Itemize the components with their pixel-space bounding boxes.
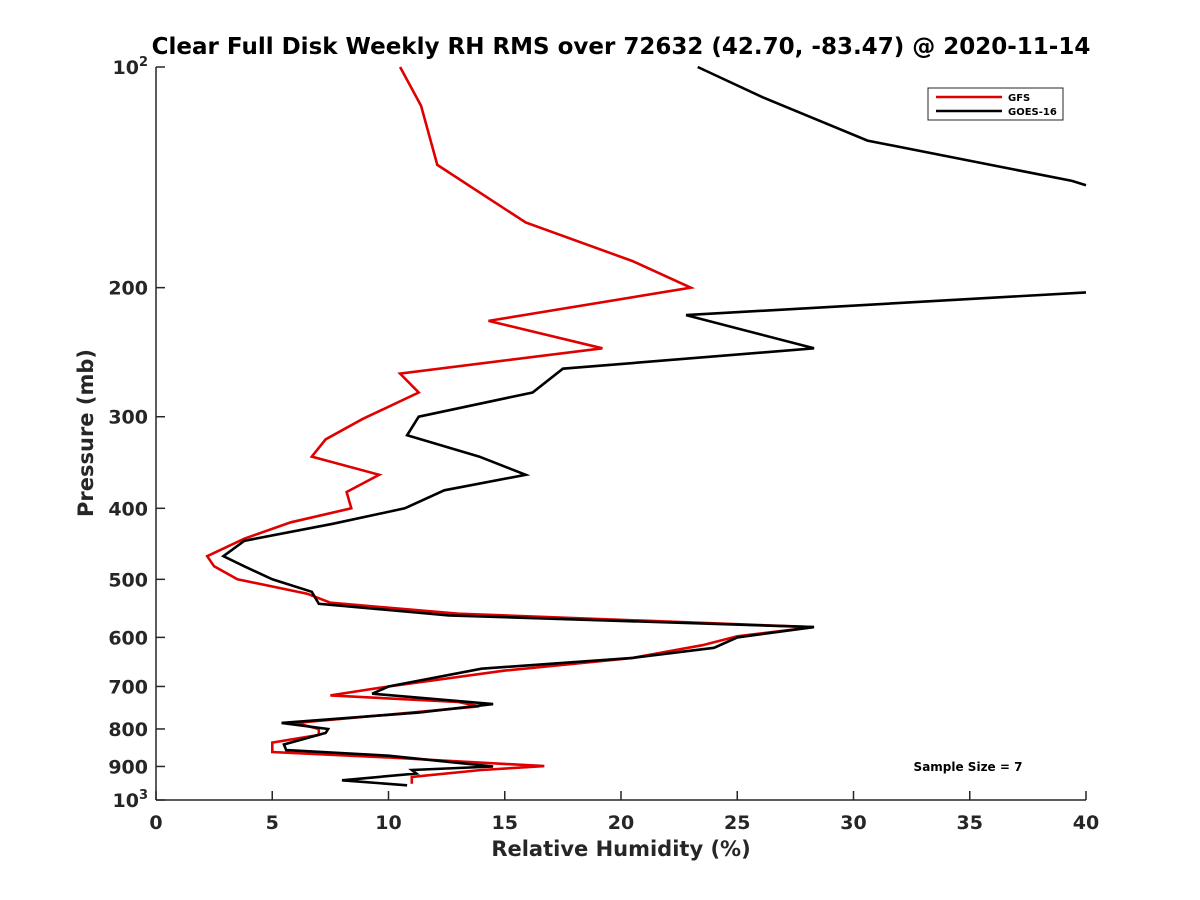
- legend-box: [927, 87, 1064, 121]
- y-tick-exponent: 2: [139, 55, 148, 70]
- plot-area: [155, 65, 1087, 801]
- x-tick-label: 20: [608, 812, 634, 834]
- legend-label-gfs: GFS: [1008, 93, 1030, 104]
- legend: GFS GOES-16: [927, 87, 1064, 121]
- x-axis-label: Relative Humidity (%): [491, 837, 750, 861]
- y-tick-base: 10: [113, 57, 139, 79]
- x-tick-label: 35: [957, 812, 983, 834]
- y-tick-label: 500: [108, 569, 148, 591]
- x-tick-label: 5: [266, 812, 279, 834]
- goes16-profile-line: [220, 65, 1087, 787]
- y-tick-label: 103: [113, 788, 149, 812]
- sample-size-annotation: Sample Size = 7: [914, 760, 1023, 774]
- y-tick-label: 600: [108, 627, 148, 649]
- y-tick-base: 10: [113, 790, 139, 812]
- y-tick-label: 102: [113, 55, 149, 79]
- y-tick-label: 400: [108, 498, 148, 520]
- y-tick-label: 300: [108, 407, 148, 429]
- y-tick-label: 200: [108, 278, 148, 300]
- legend-label-goes16: GOES-16: [1008, 107, 1057, 118]
- x-tick-label: 30: [840, 812, 866, 834]
- y-tick-label: 800: [108, 719, 148, 741]
- y-tick-exponent: 3: [139, 788, 148, 803]
- x-tick-label: 0: [149, 812, 162, 834]
- x-tick-label: 40: [1073, 812, 1099, 834]
- x-tick-label: 10: [375, 812, 401, 834]
- x-axis-ticks: 0 5 10 15 20 25 30 35 40: [149, 791, 1099, 834]
- chart-title: Clear Full Disk Weekly RH RMS over 72632…: [152, 34, 1091, 60]
- y-tick-label: 700: [108, 676, 148, 698]
- y-tick-label: 900: [108, 756, 148, 778]
- x-tick-label: 25: [724, 812, 750, 834]
- y-axis-label: Pressure (mb): [74, 349, 98, 517]
- plot-frame: [156, 67, 1086, 800]
- x-tick-label: 15: [492, 812, 518, 834]
- series-layer: [205, 65, 1087, 787]
